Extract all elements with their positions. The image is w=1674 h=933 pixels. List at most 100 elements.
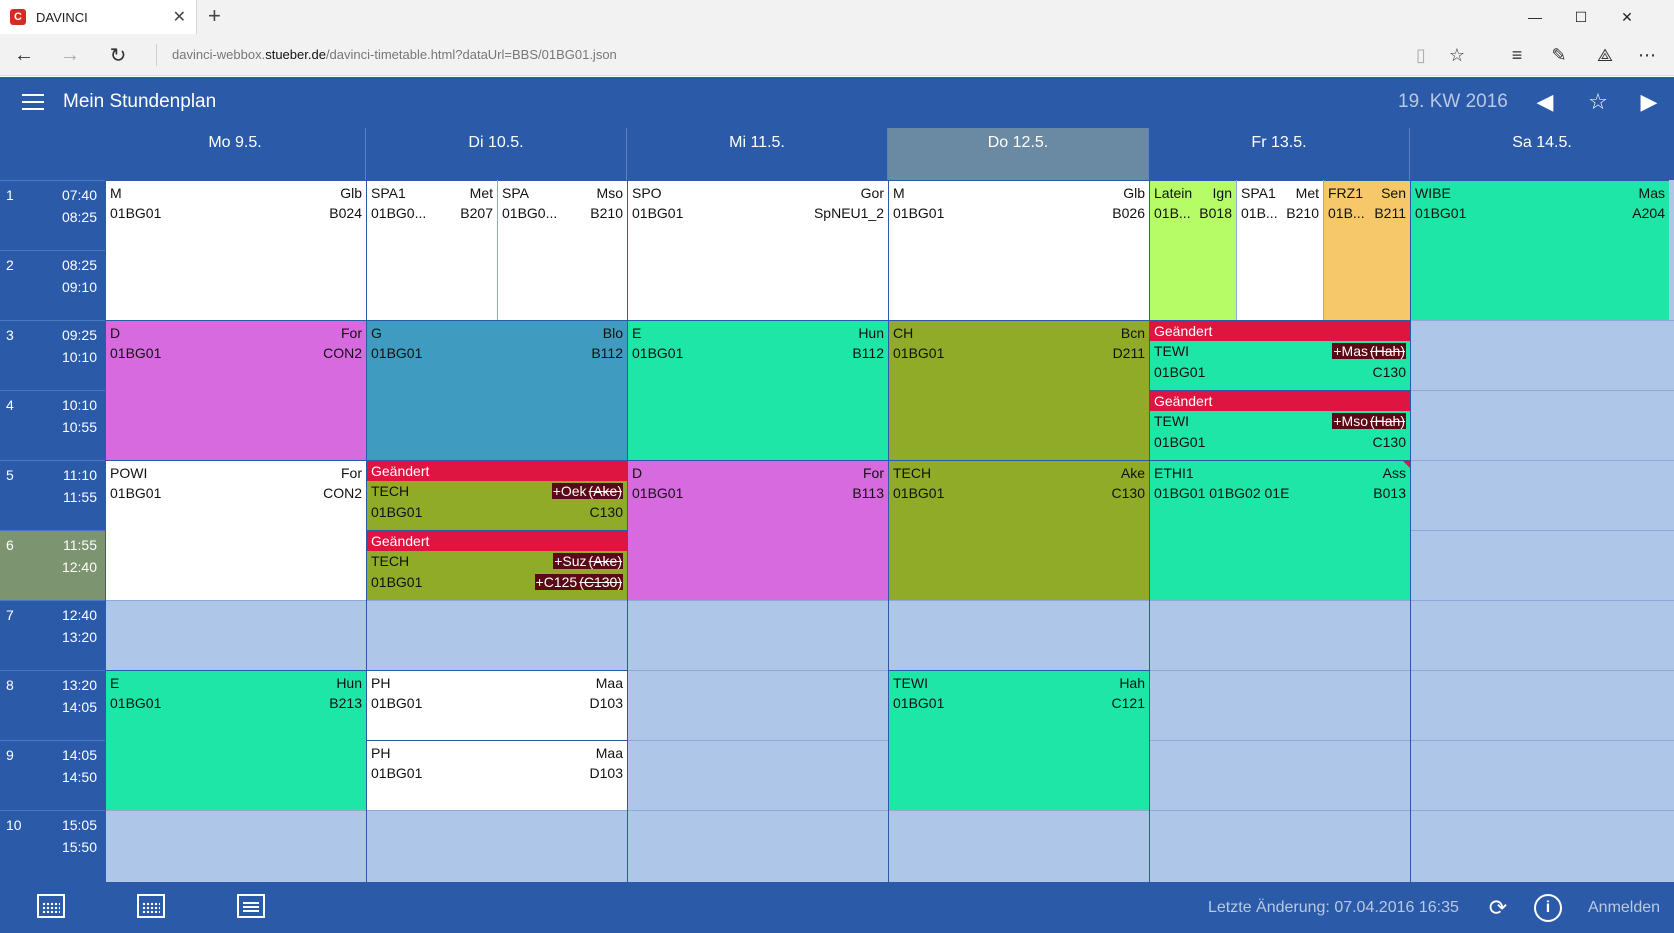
empty-slot[interactable] bbox=[1150, 810, 1410, 880]
browser-tab[interactable]: C DAVINCI ✕ bbox=[0, 0, 197, 34]
last-change-label: Letzte Änderung: 07.04.2016 16:35 bbox=[1208, 899, 1459, 916]
bottom-bar: Letzte Änderung: 07.04.2016 16:35 ⟳ i An… bbox=[0, 882, 1674, 933]
empty-slot[interactable] bbox=[1411, 460, 1674, 530]
period-row: 2 08:25 09:10 bbox=[0, 250, 105, 320]
changed-banner: Geändert bbox=[1150, 391, 1410, 411]
empty-slot[interactable] bbox=[1411, 810, 1674, 880]
period-row: 4 10:10 10:55 bbox=[0, 390, 105, 460]
empty-slot[interactable] bbox=[1150, 670, 1410, 740]
empty-slot[interactable] bbox=[628, 670, 888, 740]
lesson-card[interactable]: TEWI Hah 01BG01 C121 bbox=[889, 670, 1149, 810]
empty-slot[interactable] bbox=[1411, 530, 1674, 600]
lesson-card[interactable]: M Glb 01BG01 B024 bbox=[106, 180, 366, 320]
day-column-fr: Latein Ign 01B... B018 SPA1 Met 01B... B210 … bbox=[1150, 180, 1410, 882]
day-view-icon[interactable] bbox=[137, 894, 165, 918]
empty-slot[interactable] bbox=[1150, 600, 1410, 670]
lesson-card[interactable]: Latein Ign 01B... B018 bbox=[1150, 180, 1236, 320]
reading-view-icon[interactable]: ▯ bbox=[1416, 44, 1426, 65]
day-header-do: Do 12.5. bbox=[888, 128, 1149, 180]
tab-title: DAVINCI bbox=[36, 9, 88, 25]
changed-lesson-card[interactable]: Geändert TECH +Suz (Ake) 01BG01 +C125 (C130) bbox=[367, 530, 627, 600]
empty-slot[interactable] bbox=[889, 810, 1149, 880]
empty-slot[interactable] bbox=[889, 600, 1149, 670]
previous-week-icon[interactable]: ◀ bbox=[1536, 89, 1554, 114]
lesson-card[interactable]: D For 01BG01 CON2 bbox=[106, 320, 366, 460]
empty-slot[interactable] bbox=[628, 810, 888, 880]
empty-slot[interactable] bbox=[367, 810, 627, 880]
lesson-card[interactable]: SPO Gor 01BG01 SpNEU1_2 bbox=[628, 180, 888, 320]
next-week-icon[interactable]: ▶ bbox=[1640, 89, 1658, 114]
empty-slot[interactable] bbox=[628, 740, 888, 810]
period-row: 1 07:40 08:25 bbox=[0, 180, 105, 250]
empty-slot[interactable] bbox=[1150, 740, 1410, 810]
day-header-di: Di 10.5. bbox=[366, 128, 627, 180]
hamburger-menu-icon[interactable] bbox=[22, 94, 44, 110]
old-teacher: (Ake) bbox=[587, 483, 623, 499]
changed-lesson-card[interactable]: Geändert TECH +Oek (Ake) 01BG01 C130 bbox=[367, 460, 627, 530]
more-icon[interactable]: ⋯ bbox=[1638, 44, 1656, 65]
info-button[interactable]: i bbox=[1532, 892, 1564, 924]
refresh-icon[interactable]: ↻ bbox=[109, 44, 127, 67]
login-button[interactable]: Anmelden bbox=[1588, 899, 1661, 916]
close-window-icon[interactable]: ✕ bbox=[1621, 8, 1633, 25]
lesson-card[interactable]: D For 01BG01 B113 bbox=[628, 460, 888, 600]
new-teacher: +Suz bbox=[553, 553, 588, 569]
back-arrow-icon[interactable]: ← bbox=[14, 43, 34, 66]
new-teacher: +Oek bbox=[551, 483, 588, 499]
favorite-star-icon[interactable]: ☆ bbox=[1448, 44, 1466, 65]
lesson-card[interactable]: G Blo 01BG01 B112 bbox=[367, 320, 627, 460]
new-tab-icon[interactable]: + bbox=[208, 3, 221, 28]
lesson-card[interactable]: SPA Mso 01BG0... B210 bbox=[498, 180, 627, 320]
empty-slot[interactable] bbox=[628, 600, 888, 670]
empty-slot[interactable] bbox=[106, 600, 366, 670]
period-row: 5 11:10 11:55 bbox=[0, 460, 105, 530]
list-view-icon[interactable] bbox=[237, 894, 265, 918]
changed-lesson-card[interactable]: Geändert TEWI +Mso (Hah) 01BG01 C130 bbox=[1150, 390, 1410, 460]
lesson-card[interactable]: SPA1 Met 01BG0... B207 bbox=[367, 180, 497, 320]
lesson-card[interactable]: PH Maa 01BG01 D103 bbox=[367, 740, 627, 810]
sync-icon[interactable]: ⟳ bbox=[1488, 895, 1508, 920]
lesson-card[interactable]: M Glb 01BG01 B026 bbox=[889, 180, 1149, 320]
url-prefix: davinci-webbox. bbox=[172, 47, 266, 62]
address-url[interactable]: davinci-webbox.stueber.de/davinci-timeta… bbox=[172, 47, 617, 62]
forward-arrow-icon[interactable]: → bbox=[60, 43, 80, 66]
lesson-card[interactable]: TECH Ake 01BG01 C130 bbox=[889, 460, 1149, 600]
lesson-card[interactable]: SPA1 Met 01B... B210 bbox=[1237, 180, 1323, 320]
empty-slot[interactable] bbox=[1411, 320, 1674, 390]
day-header-fr: Fr 13.5. bbox=[1149, 128, 1410, 180]
hub-icon[interactable]: ≡ bbox=[1511, 44, 1523, 65]
note-corner-icon bbox=[1403, 461, 1410, 468]
close-tab-icon[interactable]: ✕ bbox=[172, 9, 186, 26]
new-teacher: +Mso bbox=[1332, 413, 1369, 429]
changed-banner: Geändert bbox=[367, 461, 627, 481]
lesson-card[interactable]: CH Bcn 01BG01 D211 bbox=[889, 320, 1149, 460]
new-room: +C125 bbox=[534, 574, 579, 590]
empty-slot[interactable] bbox=[1411, 670, 1674, 740]
changed-lesson-card[interactable]: Geändert TEWI +Mas (Hah) 01BG01 C130 bbox=[1150, 320, 1410, 390]
empty-slot[interactable] bbox=[367, 600, 627, 670]
changed-banner: Geändert bbox=[1150, 321, 1410, 341]
lesson-card[interactable]: E Hun 01BG01 B213 bbox=[106, 670, 366, 810]
minimize-window-icon[interactable]: — bbox=[1528, 9, 1542, 25]
favorite-star-icon[interactable]: ☆ bbox=[1588, 89, 1608, 114]
lesson-card[interactable]: FRZ1 Sen 01B... B211 bbox=[1324, 180, 1410, 320]
lesson-card[interactable]: POWI For 01BG01 CON2 bbox=[106, 460, 366, 600]
empty-slot[interactable] bbox=[106, 810, 366, 880]
cell-divider bbox=[1236, 180, 1237, 320]
web-note-icon[interactable]: ✎ bbox=[1551, 44, 1567, 65]
empty-slot[interactable] bbox=[1411, 390, 1674, 460]
week-view-icon[interactable] bbox=[37, 894, 65, 918]
lesson-card[interactable]: ETHI1 Ass 01BG01 01BG02 01E B013 bbox=[1150, 460, 1410, 600]
page-title: Mein Stundenplan bbox=[63, 91, 217, 112]
timetable-grid: Mo 9.5. Di 10.5. Mi 11.5. Do 12.5. Fr 13… bbox=[0, 128, 1674, 882]
share-icon[interactable]: ⟁ bbox=[1596, 44, 1614, 65]
empty-slot[interactable] bbox=[1411, 600, 1674, 670]
maximize-window-icon[interactable]: ☐ bbox=[1574, 8, 1588, 25]
lesson-card[interactable]: WIBE Mas 01BG01 A204 bbox=[1411, 180, 1669, 320]
period-row: 8 13:20 14:05 bbox=[0, 670, 105, 740]
period-column: 1 07:40 08:25 2 08:25 09:10 3 09:25 10:10 4 10:… bbox=[0, 180, 105, 882]
lesson-card[interactable]: E Hun 01BG01 B112 bbox=[628, 320, 888, 460]
lesson-card[interactable]: PH Maa 01BG01 D103 bbox=[367, 670, 627, 740]
url-host: stueber.de bbox=[265, 47, 326, 62]
empty-slot[interactable] bbox=[1411, 740, 1674, 810]
